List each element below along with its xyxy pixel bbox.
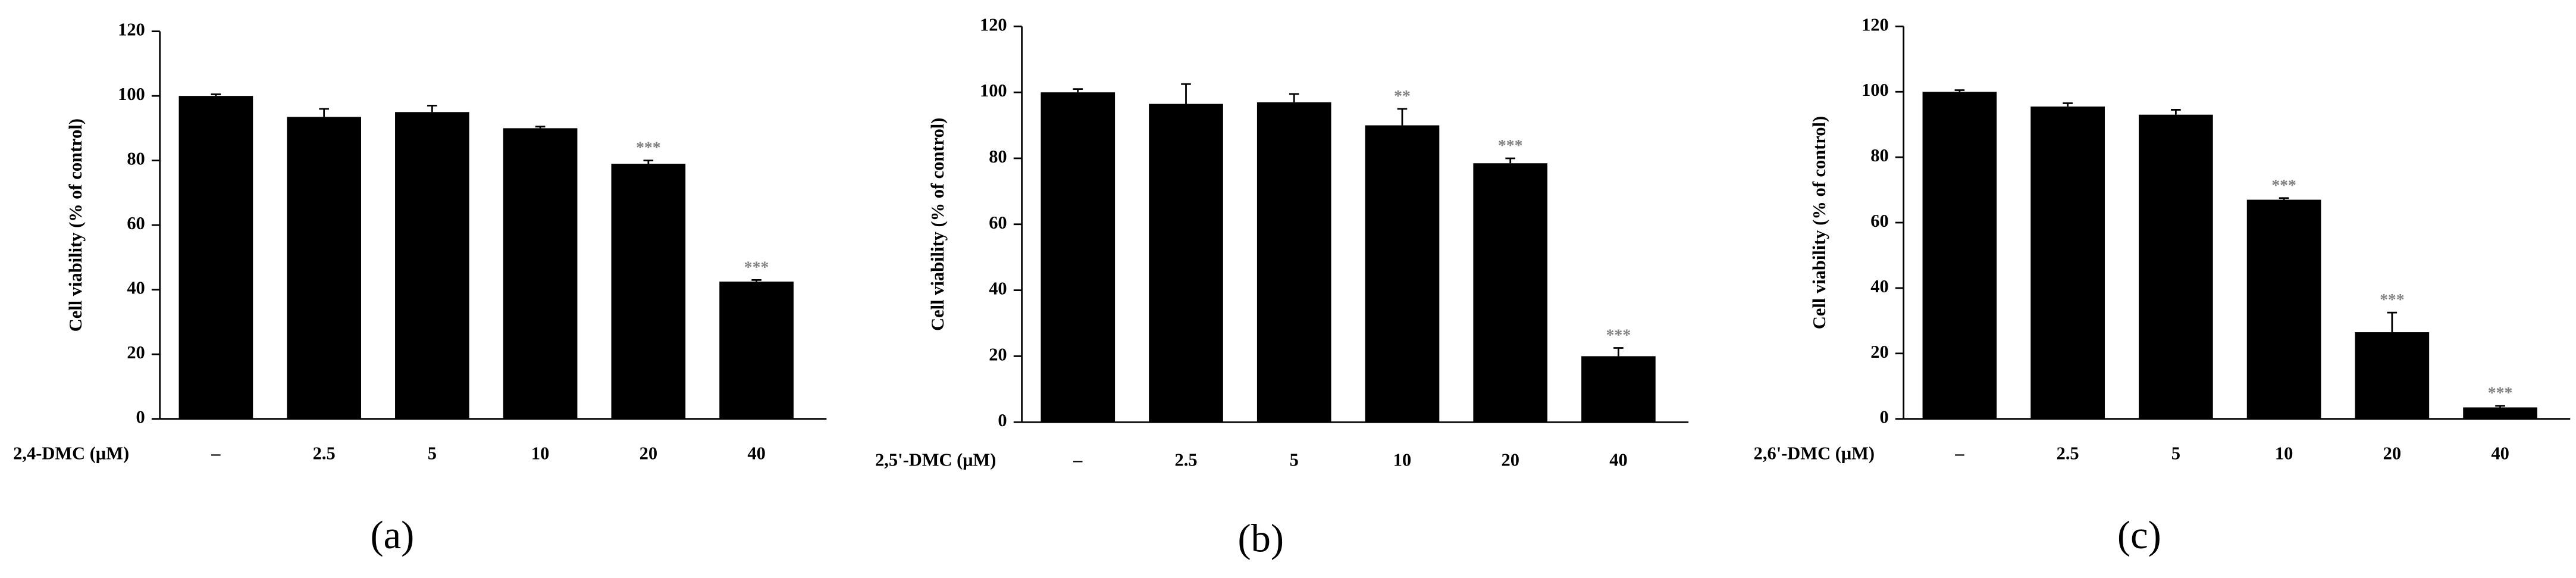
y-tick-label: 0 (998, 410, 1007, 430)
y-axis-label: Cell viability (% of control) (927, 118, 948, 331)
y-tick-label: 120 (980, 14, 1007, 35)
bar (287, 117, 361, 419)
y-tick-label: 40 (1870, 276, 1888, 296)
x-tick-label: 5 (428, 443, 437, 464)
x-tick-label: 2.5 (313, 443, 336, 464)
bar (2139, 114, 2213, 419)
y-tick-label: 120 (118, 20, 145, 40)
panel-label: (a) (370, 514, 414, 557)
x-tick-label: 10 (2275, 443, 2293, 464)
y-tick-label: 60 (127, 213, 145, 233)
bar (2355, 332, 2430, 419)
x-axis-label: 2,4-DMC (μM) (13, 443, 129, 464)
x-tick-label: 5 (1290, 450, 1299, 470)
bar (1149, 104, 1223, 423)
bar (611, 164, 686, 419)
x-tick-label: 10 (531, 443, 549, 464)
y-tick-label: 80 (989, 146, 1007, 167)
x-tick-label: 40 (747, 443, 765, 464)
bar (1041, 92, 1115, 423)
y-tick-label: 80 (1870, 145, 1888, 165)
significance: *** (2488, 383, 2513, 402)
y-tick-label: 20 (989, 344, 1007, 364)
bar (503, 128, 578, 419)
y-axis-label: Cell viability (% of control) (1809, 116, 1829, 329)
significance: *** (2271, 176, 2296, 194)
x-tick-label: 2.5 (1174, 450, 1197, 470)
y-tick-label: 40 (127, 278, 145, 298)
x-tick-label: 5 (2171, 443, 2180, 464)
y-tick-label: 60 (989, 213, 1007, 233)
x-tick-label: 40 (1609, 450, 1627, 470)
y-tick-label: 60 (1870, 211, 1888, 231)
y-axis-label: Cell viability (% of control) (65, 118, 86, 332)
bar (395, 112, 469, 419)
x-axis-label: 2,5'-DMC (μM) (875, 450, 996, 470)
significance: *** (2380, 290, 2405, 308)
x-tick-label: – (211, 443, 221, 464)
bar (2246, 199, 2321, 419)
bar (178, 96, 253, 419)
y-tick-label: 0 (136, 407, 145, 427)
bar (1922, 92, 1997, 419)
y-tick-label: 100 (118, 84, 145, 104)
x-tick-label: 20 (640, 443, 657, 464)
significance: ** (1394, 86, 1411, 105)
y-tick-label: 0 (1880, 407, 1889, 427)
significance: *** (636, 138, 661, 157)
x-axis-label: 2,6'-DMC (μM) (1754, 443, 1875, 464)
bar (2030, 106, 2105, 419)
bar (1365, 125, 1440, 423)
x-tick-label: 10 (1393, 450, 1411, 470)
y-tick-label: 20 (1870, 342, 1888, 362)
significance: *** (1606, 326, 1631, 344)
x-tick-label: 20 (2383, 443, 2401, 464)
x-tick-label: – (1073, 450, 1083, 470)
y-tick-label: 100 (1862, 80, 1889, 100)
y-tick-label: 20 (127, 342, 145, 363)
y-tick-label: 80 (127, 149, 145, 169)
significance: *** (1498, 136, 1523, 154)
x-tick-label: 40 (2491, 443, 2509, 464)
x-tick-label: 2.5 (2057, 443, 2079, 464)
y-tick-label: 100 (980, 80, 1007, 101)
panel-label: (b) (1238, 517, 1284, 561)
y-tick-label: 120 (1862, 14, 1889, 35)
bar (1256, 102, 1331, 423)
bar (1581, 356, 1656, 423)
bar (2463, 407, 2537, 419)
panel-label: (c) (2117, 514, 2161, 557)
x-tick-label: – (1954, 443, 1964, 464)
x-tick-label: 20 (1501, 450, 1519, 470)
bar (1473, 163, 1548, 423)
significance: *** (744, 257, 769, 276)
bar (719, 282, 794, 419)
y-tick-label: 40 (989, 279, 1007, 299)
